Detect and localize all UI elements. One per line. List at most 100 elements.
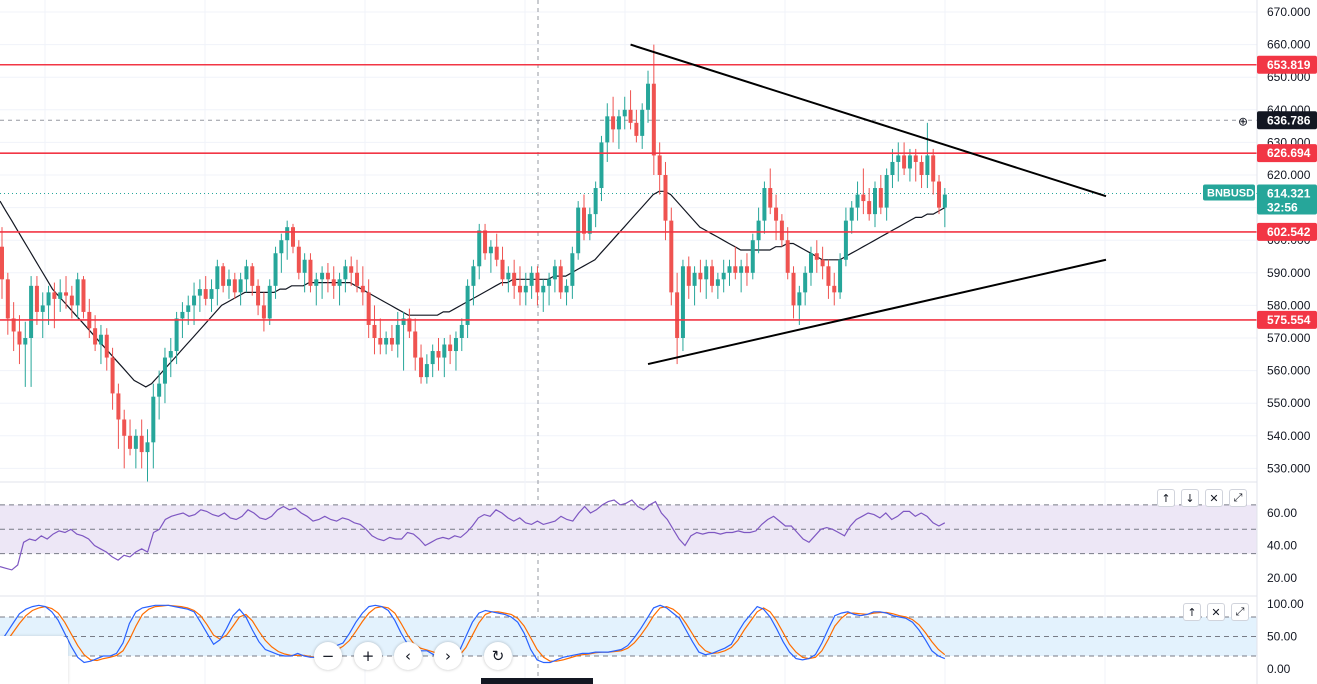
close-icon[interactable]: ✕ xyxy=(1207,603,1225,621)
candle-body xyxy=(122,419,127,436)
candle-body xyxy=(488,246,493,254)
candle-body xyxy=(343,266,348,280)
candle-body xyxy=(93,328,98,345)
candle-body xyxy=(739,266,744,273)
candle-body xyxy=(861,194,866,202)
candle-body xyxy=(419,357,424,378)
candle-body xyxy=(331,279,336,286)
candle-body xyxy=(535,272,540,293)
level-price-tag-bg xyxy=(1257,55,1317,74)
candle-body xyxy=(104,334,109,358)
candle-body xyxy=(401,318,406,325)
candle-body xyxy=(867,201,872,215)
price-pane[interactable] xyxy=(0,43,1257,482)
candle-body xyxy=(291,227,295,247)
candle-body xyxy=(209,289,214,299)
moving-average-line xyxy=(0,190,946,388)
candle-body xyxy=(529,272,534,286)
candle-body xyxy=(477,230,482,267)
candle-body xyxy=(605,116,610,143)
candle-body xyxy=(593,188,598,215)
last-price-tag-bg xyxy=(1257,184,1317,215)
candle-body xyxy=(139,435,144,453)
candle-body xyxy=(919,161,924,175)
chart-navigation-bar: − + ‹ › ↻ xyxy=(314,642,512,670)
reset-icon[interactable]: ↻ xyxy=(484,642,512,670)
up-arrow-icon[interactable]: ↑ xyxy=(1183,603,1201,621)
candle-body xyxy=(256,285,261,306)
rsi-pane[interactable] xyxy=(0,499,1257,571)
candle-body xyxy=(203,289,208,299)
price-tick-label: 550.000 xyxy=(1267,396,1311,410)
candle-body xyxy=(459,324,464,338)
crosshair-price-tag-bg xyxy=(1257,111,1317,130)
candle-body xyxy=(890,161,895,175)
candle-body xyxy=(675,292,680,338)
stochastic-tick-label: 100.00 xyxy=(1267,597,1304,611)
candle-body xyxy=(622,109,627,117)
candle-body xyxy=(838,259,843,293)
rsi-tick-label: 20.00 xyxy=(1267,571,1297,585)
candle-body xyxy=(756,220,761,241)
candle-body xyxy=(855,194,860,208)
candle-body xyxy=(942,194,947,208)
candle-body xyxy=(733,266,738,273)
price-tick-label: 570.000 xyxy=(1267,331,1311,345)
candle-body xyxy=(873,188,877,215)
zoom-out-icon[interactable]: − xyxy=(314,642,342,670)
candle-body xyxy=(162,357,167,384)
candle-body xyxy=(727,266,732,273)
candle-body xyxy=(69,295,74,306)
candle-body xyxy=(221,266,226,286)
maximize-icon[interactable]: ⤢ xyxy=(1229,489,1247,507)
candle-body xyxy=(570,253,575,286)
candle-body xyxy=(186,305,191,312)
candle-body xyxy=(337,279,342,286)
candle-body xyxy=(413,331,418,358)
candle-body xyxy=(395,324,400,345)
countdown-tag: 32:56 xyxy=(1267,201,1298,215)
triangle-upper-trendline xyxy=(630,43,1107,198)
close-icon[interactable]: ✕ xyxy=(1205,489,1223,507)
candle-body xyxy=(372,324,377,338)
candle-body xyxy=(244,266,249,280)
candle-body xyxy=(168,351,173,358)
candle-body xyxy=(320,272,325,280)
candle-body xyxy=(314,279,319,286)
candle-body xyxy=(715,279,720,286)
candle-body xyxy=(750,240,755,273)
candle-body xyxy=(820,259,825,267)
time-scrollbar[interactable] xyxy=(481,678,593,684)
stochastic-pane-toolbar: ↑ ✕ ⤢ xyxy=(1183,603,1249,621)
price-tick-label: 590.000 xyxy=(1267,266,1311,280)
stochastic-pane[interactable] xyxy=(0,604,1257,664)
candle-body xyxy=(558,266,563,293)
candle-body xyxy=(23,338,28,345)
stochastic-tick-label: 0.00 xyxy=(1267,662,1291,676)
zoom-in-icon[interactable]: + xyxy=(354,642,382,670)
level-price-tag: 626.694 xyxy=(1267,146,1311,160)
maximize-icon[interactable]: ⤢ xyxy=(1231,603,1249,621)
candle-body xyxy=(611,116,616,130)
price-axis[interactable]: 670.000660.000650.000640.000630.000620.0… xyxy=(1256,0,1317,684)
candle-body xyxy=(308,259,313,286)
candle-body xyxy=(599,142,604,189)
candle-body xyxy=(285,227,290,241)
candle-body xyxy=(366,292,371,325)
up-arrow-icon[interactable]: ↑ xyxy=(1157,489,1175,507)
crosshair-add-icon: ⊕ xyxy=(1238,114,1248,128)
chart-corner-widget[interactable] xyxy=(0,636,68,684)
scroll-left-icon[interactable]: ‹ xyxy=(394,642,422,670)
candle-body xyxy=(774,207,779,221)
candle-body xyxy=(0,246,4,280)
candle-body xyxy=(378,338,383,345)
down-arrow-icon[interactable]: ↓ xyxy=(1181,489,1199,507)
scroll-right-icon[interactable]: › xyxy=(434,642,462,670)
candle-body xyxy=(663,175,668,221)
candle-body xyxy=(541,285,546,293)
price-tick-label: 540.000 xyxy=(1267,429,1311,443)
candle-body xyxy=(768,188,773,208)
candle-body xyxy=(710,266,715,286)
candle-body xyxy=(424,364,429,378)
